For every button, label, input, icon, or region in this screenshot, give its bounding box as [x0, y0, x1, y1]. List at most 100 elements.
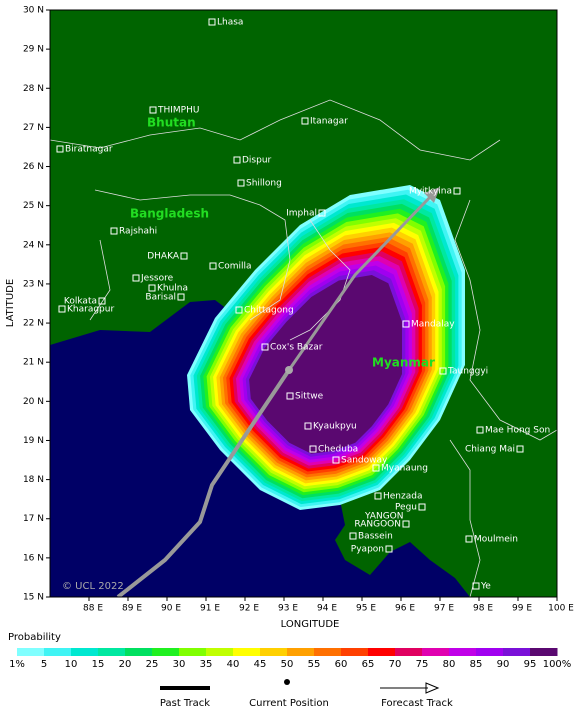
current-position-key: [284, 679, 290, 685]
lat-tick-label: 18 N: [23, 475, 44, 485]
lon-tick-label: 97 E: [434, 604, 454, 614]
lat-tick-label: 26 N: [23, 162, 44, 172]
city-marker: [453, 187, 461, 195]
lat-tick-label: 29 N: [23, 45, 44, 55]
city-marker: [309, 445, 317, 453]
city-label: Cheduba: [318, 445, 358, 455]
legend-level-label: 50: [281, 659, 294, 670]
city-label: Dispur: [242, 156, 272, 166]
legend-level-label: 95: [524, 659, 537, 670]
city-label: RANGOON: [354, 520, 401, 530]
lat-tick-label: 15 N: [23, 593, 44, 603]
city-marker: [209, 262, 217, 270]
city-marker: [180, 252, 188, 260]
city-marker: [318, 209, 326, 217]
cities: Lhasa THIMPHU Itanagar Biratnagar Dispur Shil…: [56, 18, 550, 592]
city-marker: [465, 535, 473, 543]
map-frame: [49, 9, 558, 598]
legend-level-label: 10: [65, 659, 78, 670]
city-label: Mandalay: [411, 320, 455, 330]
city-label: Sandoway: [341, 456, 388, 466]
legend-level-label: 45: [254, 659, 267, 670]
lon-tick-label: 95 E: [356, 604, 376, 614]
lon-tick-label: 88 E: [83, 604, 103, 614]
forecast-track-label: Forecast Track: [381, 698, 453, 709]
legend-swatch: [152, 648, 180, 656]
legend-swatch: [179, 648, 207, 656]
forecast-arrowhead: [424, 187, 440, 203]
lat-tick-label: 23 N: [23, 279, 44, 289]
city-label: Imphal: [286, 209, 317, 219]
lon-tick-label: 90 E: [161, 604, 181, 614]
city-label: Pegu: [395, 503, 417, 513]
legend-swatch: [314, 648, 342, 656]
lon-tick-label: 93 E: [278, 604, 298, 614]
city-label: Sittwe: [295, 392, 324, 402]
lat-tick-label: 30 N: [23, 6, 44, 16]
legend-swatch: [422, 648, 450, 656]
city-label: Chittagong: [244, 306, 294, 316]
city-marker: [304, 422, 312, 430]
credit: © UCL 2022: [62, 581, 124, 592]
legend-level-label: 75: [416, 659, 429, 670]
legend-swatch: [71, 648, 99, 656]
city-marker: [472, 582, 480, 590]
lat-tick-label: 17 N: [23, 514, 44, 524]
city-marker: [110, 227, 118, 235]
forecast-track: [287, 193, 434, 371]
legend-level-label: 15: [92, 659, 105, 670]
city-marker: [148, 284, 156, 292]
region-label: Bangladesh: [130, 207, 209, 221]
city-marker: [235, 306, 243, 314]
city-label: Pyapon: [351, 545, 384, 555]
city-label: THIMPHU: [157, 106, 199, 116]
lon-tick-label: 100 E: [548, 604, 574, 614]
legend-level-label: 70: [389, 659, 402, 670]
legend-swatch: [341, 648, 369, 656]
city-label: Cox's Bazar: [270, 343, 323, 353]
city-label: Henzada: [383, 492, 422, 502]
city-label: Kyaukpyu: [313, 422, 357, 432]
legend-level-label: 25: [146, 659, 159, 670]
city-label: YANGON: [364, 512, 403, 522]
city-marker: [439, 367, 447, 375]
city-marker: [237, 179, 245, 187]
lat-tick-label: 22 N: [23, 319, 44, 329]
city-label: Myitkyina: [409, 187, 452, 197]
legend-swatch: [98, 648, 126, 656]
city-marker: [286, 392, 294, 400]
legend-swatch: [530, 648, 558, 656]
city-marker: [372, 464, 380, 472]
city-marker: [233, 156, 241, 164]
legend-swatch: [503, 648, 531, 656]
city-label: Itanagar: [310, 117, 348, 127]
city-marker: [476, 426, 484, 434]
legend-level-label: 65: [362, 659, 375, 670]
legend-level-label: 1%: [9, 659, 25, 670]
city-marker: [402, 520, 410, 528]
lon-tick-label: 98 E: [473, 604, 493, 614]
region-label: Myanmar: [372, 356, 435, 370]
past-track: [116, 368, 291, 597]
lat-tick-label: 27 N: [23, 123, 44, 133]
lon-tick-label: 94 E: [317, 604, 337, 614]
legend-swatch: [233, 648, 261, 656]
legend-level-label: 20: [119, 659, 132, 670]
lat-tick-label: 21 N: [23, 358, 44, 368]
city-label: Biratnagar: [65, 145, 113, 155]
region-label: Bhutan: [147, 116, 196, 130]
legend-title: Probability: [8, 632, 61, 643]
legend-swatch: [206, 648, 234, 656]
legend-swatch: [476, 648, 504, 656]
city-label: Taunggyi: [447, 367, 488, 377]
city-label: Ye: [480, 582, 491, 592]
lon-tick-label: 92 E: [239, 604, 259, 614]
legend-level-label: 30: [173, 659, 186, 670]
city-label: Rajshahi: [119, 227, 157, 237]
city-label: Myanaung: [381, 464, 428, 474]
city-marker: [261, 343, 269, 351]
city-marker: [418, 503, 426, 511]
legend-level-label: 5: [41, 659, 47, 670]
city-label: Mae Hong Son: [485, 426, 550, 436]
city-label: Barisal: [145, 293, 176, 303]
